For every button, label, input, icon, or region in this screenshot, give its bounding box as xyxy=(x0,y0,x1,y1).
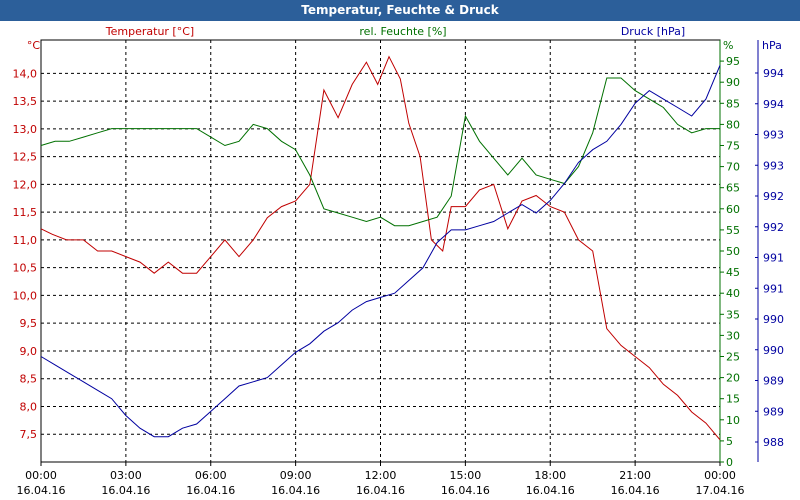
pressure-tick-label: 991 xyxy=(763,252,784,265)
x-tick-date: 17.04.16 xyxy=(696,484,745,497)
x-tick-time: 06:00 xyxy=(195,469,227,482)
humidity-tick-label: 0 xyxy=(726,456,733,469)
temperature-tick-label: 9,5 xyxy=(20,317,38,330)
humidity-tick-label: 60 xyxy=(726,203,740,216)
x-tick-date: 16.04.16 xyxy=(101,484,150,497)
temperature-tick-label: 9,0 xyxy=(20,345,38,358)
x-tick-date: 16.04.16 xyxy=(356,484,405,497)
pressure-tick-label: 994 xyxy=(763,98,784,111)
humidity-tick-label: 65 xyxy=(726,182,740,195)
humidity-tick-label: 25 xyxy=(726,351,740,364)
window-title: Temperatur, Feuchte & Druck xyxy=(0,0,800,21)
x-tick-date: 16.04.16 xyxy=(526,484,575,497)
x-tick-time: 03:00 xyxy=(110,469,142,482)
pressure-series-line xyxy=(40,65,721,438)
pressure-tick-label: 988 xyxy=(763,436,784,449)
temperature-tick-label: 12,5 xyxy=(13,151,38,164)
humidity-series-line xyxy=(40,77,720,227)
temperature-tick-label: 11,0 xyxy=(13,234,38,247)
temperature-series-line xyxy=(40,55,721,441)
temperature-tick-label: 11,5 xyxy=(13,206,38,219)
temperature-tick-label: 12,0 xyxy=(13,178,38,191)
temperature-tick-label: 8,5 xyxy=(20,373,38,386)
temperature-tick-label: 13,5 xyxy=(13,95,38,108)
humidity-tick-label: 55 xyxy=(726,224,740,237)
humidity-tick-label: 40 xyxy=(726,287,740,300)
x-tick-time: 15:00 xyxy=(450,469,482,482)
humidity-tick-label: 50 xyxy=(726,245,740,258)
x-tick-date: 16.04.16 xyxy=(17,484,66,497)
pressure-tick-label: 989 xyxy=(763,405,784,418)
humidity-tick-label: 95 xyxy=(726,55,740,68)
pressure-tick-label: 990 xyxy=(763,344,784,357)
x-tick-date: 16.04.16 xyxy=(611,484,660,497)
humidity-tick-label: 70 xyxy=(726,161,740,174)
humidity-tick-label: 35 xyxy=(726,308,740,321)
humidity-tick-label: 85 xyxy=(726,97,740,110)
temperature-tick-label: 7,5 xyxy=(20,428,38,441)
x-tick-date: 16.04.16 xyxy=(186,484,235,497)
pressure-tick-label: 993 xyxy=(763,159,784,172)
temperature-axis-title: Temperatur [°C] xyxy=(105,25,194,38)
temperature-tick-label: 10,0 xyxy=(13,289,38,302)
pressure-tick-label: 992 xyxy=(763,190,784,203)
x-tick-date: 16.04.16 xyxy=(271,484,320,497)
x-tick-time: 00:00 xyxy=(704,469,736,482)
temperature-tick-label: 8,0 xyxy=(20,400,38,413)
pressure-tick-label: 991 xyxy=(763,282,784,295)
humidity-tick-label: 80 xyxy=(726,118,740,131)
humidity-tick-label: 5 xyxy=(726,435,733,448)
x-tick-time: 12:00 xyxy=(365,469,397,482)
humidity-tick-label: 75 xyxy=(726,140,740,153)
humidity-tick-label: 15 xyxy=(726,393,740,406)
pressure-tick-label: 992 xyxy=(763,221,784,234)
x-tick-time: 09:00 xyxy=(280,469,312,482)
humidity-tick-label: 10 xyxy=(726,414,740,427)
temperature-tick-label: 10,5 xyxy=(13,262,38,275)
temperature-tick-label: 13,0 xyxy=(13,123,38,136)
x-tick-time: 21:00 xyxy=(619,469,651,482)
humidity-tick-label: 45 xyxy=(726,266,740,279)
pressure-tick-label: 989 xyxy=(763,375,784,388)
humidity-unit: % xyxy=(723,39,733,52)
temperature-unit: °C xyxy=(27,39,41,52)
humidity-tick-label: 20 xyxy=(726,372,740,385)
temperature-tick-label: 14,0 xyxy=(13,67,38,80)
pressure-unit: hPa xyxy=(762,39,782,52)
humidity-axis-title: rel. Feuchte [%] xyxy=(359,25,446,38)
pressure-axis-title: Druck [hPa] xyxy=(621,25,685,38)
humidity-tick-label: 90 xyxy=(726,76,740,89)
x-tick-date: 16.04.16 xyxy=(441,484,490,497)
x-tick-time: 00:00 xyxy=(25,469,57,482)
humidity-tick-label: 30 xyxy=(726,329,740,342)
pressure-tick-label: 990 xyxy=(763,313,784,326)
x-tick-time: 18:00 xyxy=(534,469,566,482)
pressure-tick-label: 994 xyxy=(763,67,784,80)
pressure-tick-label: 993 xyxy=(763,129,784,142)
